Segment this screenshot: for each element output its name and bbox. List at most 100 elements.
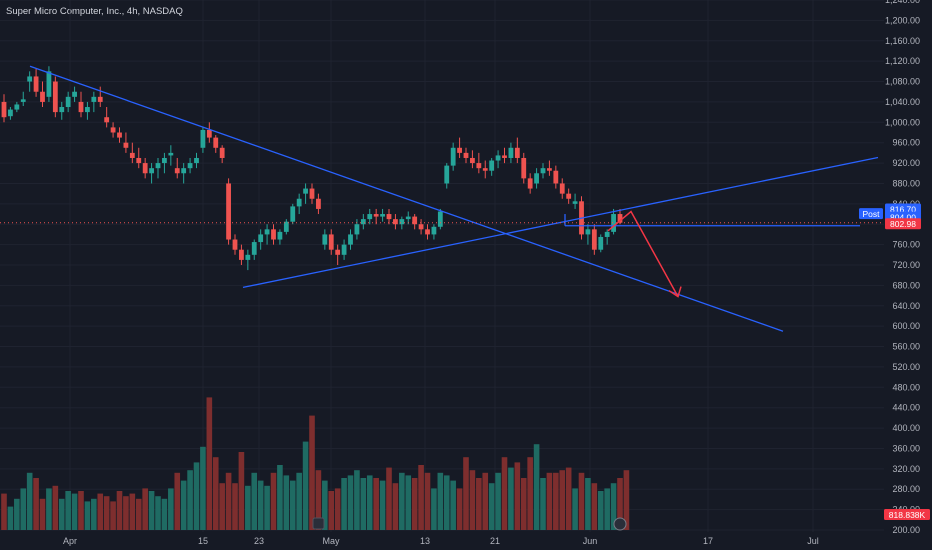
volume-bar <box>148 491 155 530</box>
candle-body <box>245 254 251 260</box>
candle-body <box>181 168 187 174</box>
candle-body <box>521 157 527 179</box>
y-tick-label: 440.00 <box>892 403 920 413</box>
volume-bar <box>91 498 97 530</box>
volume-bar <box>270 472 277 530</box>
x-tick-label: 21 <box>490 536 500 546</box>
candle-body <box>463 152 469 158</box>
volume-bar <box>604 488 610 530</box>
candle-body <box>431 226 437 235</box>
svg-text:816.70: 816.70 <box>890 204 916 214</box>
volume-bar <box>277 465 283 530</box>
candle-body <box>200 129 206 148</box>
volume-bar <box>610 483 617 530</box>
candle-body <box>129 152 135 158</box>
candle-body <box>40 91 45 102</box>
volume-bar <box>347 475 354 530</box>
forecast-arrow[interactable] <box>607 210 679 297</box>
volume-bar <box>219 483 225 530</box>
volume-bar <box>33 478 39 530</box>
volume-bar <box>7 506 14 530</box>
volume-bar <box>58 498 65 530</box>
volume-bar <box>97 493 104 530</box>
candle-body <box>316 198 321 209</box>
candle-body <box>303 188 308 194</box>
candle-body <box>239 249 244 260</box>
candle-body <box>437 211 443 227</box>
volume-bar <box>463 457 469 530</box>
candle-body <box>78 101 84 113</box>
chart-title: Super Micro Computer, Inc., 4h, NASDAQ <box>6 6 183 17</box>
volume-bar <box>424 472 431 530</box>
candle-body <box>604 231 610 237</box>
candle-body <box>155 163 161 169</box>
candle-body <box>296 198 302 207</box>
volume-bar <box>251 472 258 530</box>
candle-body <box>97 96 103 102</box>
candle-body <box>187 163 193 169</box>
arrow-head <box>668 286 682 298</box>
volume-bar <box>20 488 27 530</box>
candles <box>1 66 623 271</box>
candle-body <box>206 129 212 138</box>
candle-body <box>194 157 199 164</box>
volume-bar <box>354 470 360 530</box>
close-price-badge: 802.98 <box>885 218 921 230</box>
candle-body <box>547 168 552 171</box>
volume-bar <box>565 467 572 530</box>
volume-bar <box>514 462 521 530</box>
volume-bar <box>71 493 78 530</box>
y-axis: 1,240.00 1,200.00 1,160.00 1,120.00 1,080.00… <box>885 0 920 535</box>
candle-body <box>559 183 565 194</box>
candle-body <box>405 216 411 220</box>
dividend-icon[interactable] <box>613 517 627 531</box>
y-tick-label: 960.00 <box>892 138 920 148</box>
y-tick-label: 520.00 <box>892 362 920 372</box>
candle-body <box>136 157 142 164</box>
x-tick-label: Jul <box>807 536 819 546</box>
volume-bar <box>206 397 213 530</box>
y-tick-label: 1,040.00 <box>885 97 920 107</box>
y-tick-label: 680.00 <box>892 280 920 290</box>
candle-body <box>65 96 71 108</box>
y-tick-label: 200.00 <box>892 525 920 535</box>
candle-body <box>457 147 462 153</box>
volume-bar <box>1 493 7 530</box>
volume-bar <box>155 496 161 530</box>
candle-body <box>412 216 418 225</box>
volume-badge: 818.838K <box>884 509 930 520</box>
volume-bar <box>26 472 33 530</box>
candle-body <box>399 219 405 225</box>
candle-body <box>264 229 270 235</box>
candle-body <box>258 234 264 243</box>
candle-body <box>444 165 450 184</box>
candle-body <box>598 236 604 250</box>
candle-body <box>290 206 296 222</box>
y-tick-label: 280.00 <box>892 484 920 494</box>
candle-body <box>348 234 353 245</box>
candle-body <box>611 214 616 232</box>
volume-bar <box>309 415 315 530</box>
volume-bar <box>623 470 630 530</box>
candle-body <box>251 242 257 255</box>
volume-bar <box>302 441 309 530</box>
volume-bar <box>501 457 508 530</box>
volume-bar <box>437 472 444 530</box>
event-flag-icon[interactable] <box>312 517 325 530</box>
candle-body <box>585 229 591 235</box>
volume-bar <box>476 478 482 530</box>
candle-body <box>373 214 379 217</box>
volume-bar <box>46 488 52 530</box>
x-tick-label: 13 <box>420 536 430 546</box>
svg-text:818.838K: 818.838K <box>889 510 926 520</box>
volume-bar <box>450 480 456 530</box>
svg-text:802.98: 802.98 <box>890 219 916 229</box>
candle-body <box>502 155 507 158</box>
candle-body <box>27 76 33 82</box>
candle-body <box>142 163 148 174</box>
candle-body <box>46 71 52 97</box>
x-tick-label: May <box>322 536 340 546</box>
trendline-falling[interactable] <box>29 65 784 332</box>
